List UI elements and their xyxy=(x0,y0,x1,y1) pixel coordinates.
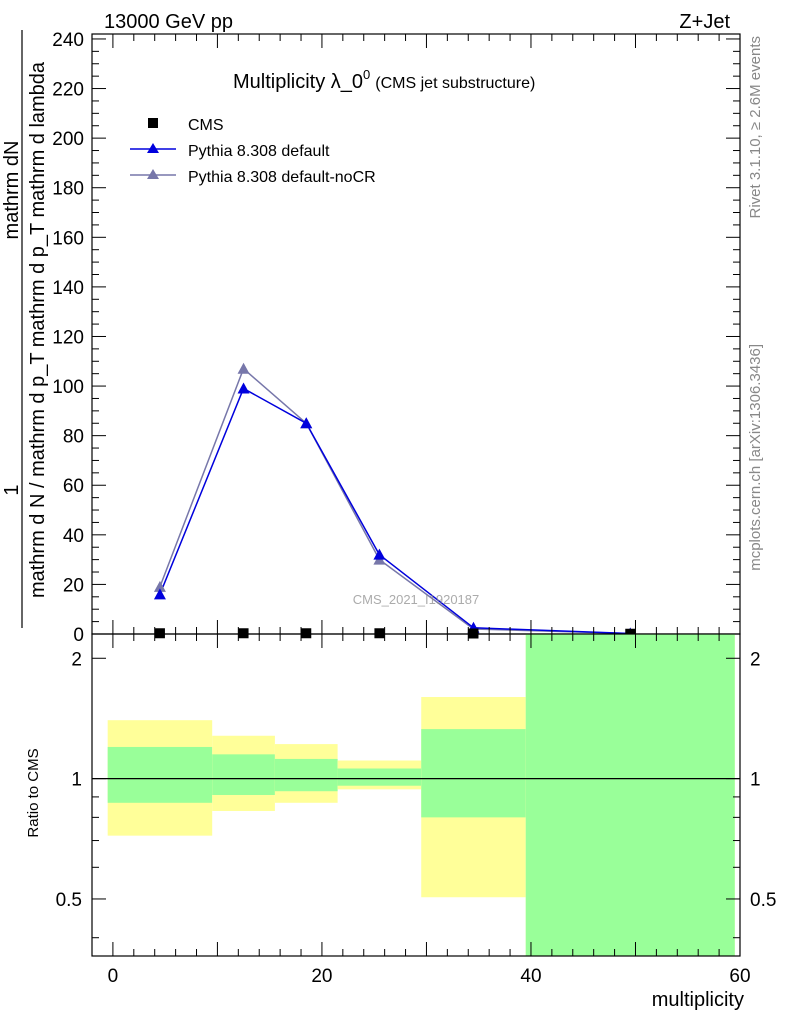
y-tick-label: 0 xyxy=(73,625,84,646)
ratio-band-inner xyxy=(525,634,735,956)
ratio-y-tick-label: 2 xyxy=(71,649,82,670)
legend-pythia-default-marker xyxy=(147,143,159,153)
y-tick-label: 140 xyxy=(52,278,84,299)
plot-title-sup: 0 xyxy=(363,67,370,82)
y-label-numerator: mathrm dN xyxy=(1,141,23,240)
y-tick-label: 200 xyxy=(52,129,84,150)
y-tick-label: 100 xyxy=(52,377,84,398)
y-label-denominator: mathrm d N / mathrm d p_T mathrm d p_T m… xyxy=(27,61,49,598)
y-tick-label: 180 xyxy=(52,179,84,200)
pythia-default-line xyxy=(159,387,631,635)
ratio-band-inner xyxy=(421,729,526,818)
main-plot-axes: 0 20 40 60 80 100 120 140 160 180 200 220 240 xyxy=(52,30,741,646)
x-tick-label: 0 xyxy=(108,966,119,987)
legend-cms-marker xyxy=(148,118,158,128)
ratio-plot-marks xyxy=(92,634,740,956)
pythia-nocr-line xyxy=(159,367,631,635)
y-tick-label: 60 xyxy=(63,476,84,497)
ratio-y-tick-label: 1 xyxy=(71,770,82,791)
y-tick-label: 40 xyxy=(63,526,84,547)
y-axis-label-ratio: Ratio to CMS xyxy=(25,748,42,837)
y-tick-label: 220 xyxy=(52,80,84,101)
ratio-band-inner xyxy=(337,768,422,786)
cms-data-point xyxy=(374,628,385,639)
plot-title-main: Multiplicity λ_0 xyxy=(233,71,363,93)
pythia-default-point xyxy=(237,382,250,394)
y-label-numerator-one: 1 xyxy=(1,484,23,495)
legend-pythia-default-label: Pythia 8.308 default xyxy=(188,143,330,160)
legend: CMS Pythia 8.308 default Pythia 8.308 de… xyxy=(130,117,376,186)
legend-pythia-nocr-label: Pythia 8.308 default-noCR xyxy=(188,169,376,186)
ratio-y-tick-label-right: 0.5 xyxy=(750,890,776,911)
plot-title: Multiplicity λ_00 (CMS jet substructure) xyxy=(233,67,535,93)
ratio-y-tick-label: 0.5 xyxy=(56,890,82,911)
pythia-default-point xyxy=(153,588,166,600)
y-tick-label: 120 xyxy=(52,327,84,348)
mcplots-note: mcplots.cern.ch [arXiv:1306.3436] xyxy=(747,344,764,571)
ratio-plot-frame xyxy=(91,633,741,957)
ratio-y-tick-label-right: 2 xyxy=(750,649,761,670)
x-tick-label: 40 xyxy=(520,966,541,987)
ratio-plot-axes: 0.5 0.51 12 20 20 40 60 xyxy=(56,633,776,987)
cms-data-point xyxy=(238,628,249,639)
ratio-band-inner xyxy=(212,754,275,795)
cms-data-point xyxy=(301,628,312,639)
ratio-plot-panel: 0.5 0.51 12 20 20 40 60 xyxy=(56,633,776,987)
y-axis-label-top: 1 mathrm d N / mathrm d p_T mathrm d p_T… xyxy=(1,30,49,628)
x-tick-label: 20 xyxy=(311,966,332,987)
x-tick-label: 60 xyxy=(729,966,750,987)
header-left: 13000 GeV pp xyxy=(104,11,233,33)
pythia-default-point xyxy=(300,417,313,429)
ratio-band-inner xyxy=(274,758,338,792)
x-axis-label: multiplicity xyxy=(652,989,744,1011)
pythia-default-point xyxy=(373,548,386,560)
y-tick-label: 160 xyxy=(52,228,84,249)
legend-pythia-nocr-marker xyxy=(147,169,159,179)
y-tick-label: 240 xyxy=(52,30,84,51)
pythia-nocr-point xyxy=(153,580,166,592)
analysis-watermark: CMS_2021_I1920187 xyxy=(353,592,480,607)
header-right: Z+Jet xyxy=(679,11,730,33)
ratio-band-inner xyxy=(107,746,213,803)
rivet-note: Rivet 3.1.10, ≥ 2.6M events xyxy=(747,36,764,219)
y-tick-label: 20 xyxy=(63,575,84,596)
plot-title-sub: (CMS jet substructure) xyxy=(375,75,535,92)
y-tick-label: 80 xyxy=(63,427,84,448)
main-plot-panel: 0 20 40 60 80 100 120 140 160 180 200 220 240 xyxy=(52,30,741,646)
pythia-nocr-point xyxy=(237,362,250,374)
legend-cms-label: CMS xyxy=(188,117,224,134)
cms-data-point xyxy=(154,628,165,639)
ratio-y-tick-label-right: 1 xyxy=(750,770,761,791)
